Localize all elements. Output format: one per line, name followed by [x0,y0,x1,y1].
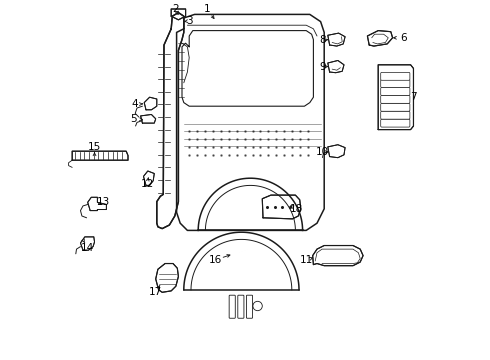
Polygon shape [368,31,392,46]
FancyBboxPatch shape [246,295,252,318]
FancyBboxPatch shape [238,295,244,318]
Text: 5: 5 [130,114,137,124]
Text: 12: 12 [141,179,154,189]
FancyBboxPatch shape [381,95,410,103]
Polygon shape [144,97,157,110]
FancyBboxPatch shape [381,80,410,87]
Text: 13: 13 [97,197,111,207]
Polygon shape [313,246,363,266]
Polygon shape [157,13,184,229]
FancyBboxPatch shape [381,87,410,95]
FancyBboxPatch shape [381,119,410,127]
Text: 17: 17 [149,287,162,297]
Text: 8: 8 [319,35,326,45]
Text: 7: 7 [410,92,417,102]
Text: 15: 15 [88,142,101,152]
Polygon shape [141,114,156,123]
Text: 1: 1 [204,4,211,14]
Polygon shape [184,232,299,290]
Polygon shape [80,237,95,250]
FancyBboxPatch shape [381,111,410,119]
Polygon shape [144,171,154,185]
Text: 3: 3 [186,16,193,26]
Text: 14: 14 [81,243,94,253]
Text: 16: 16 [209,255,222,265]
FancyBboxPatch shape [229,295,235,318]
Polygon shape [328,60,344,73]
Polygon shape [328,145,345,158]
Polygon shape [72,151,128,160]
Polygon shape [156,264,178,292]
FancyBboxPatch shape [381,72,410,80]
Text: 10: 10 [316,147,329,157]
Polygon shape [328,33,345,46]
Polygon shape [378,65,414,130]
Text: 11: 11 [300,255,314,265]
Polygon shape [171,9,186,20]
Text: 9: 9 [319,62,326,72]
Text: 2: 2 [172,4,179,14]
Polygon shape [262,195,301,219]
Text: 6: 6 [400,33,407,43]
Text: 4: 4 [131,99,138,109]
FancyBboxPatch shape [381,103,410,111]
Polygon shape [88,197,106,211]
Text: 18: 18 [290,204,303,214]
